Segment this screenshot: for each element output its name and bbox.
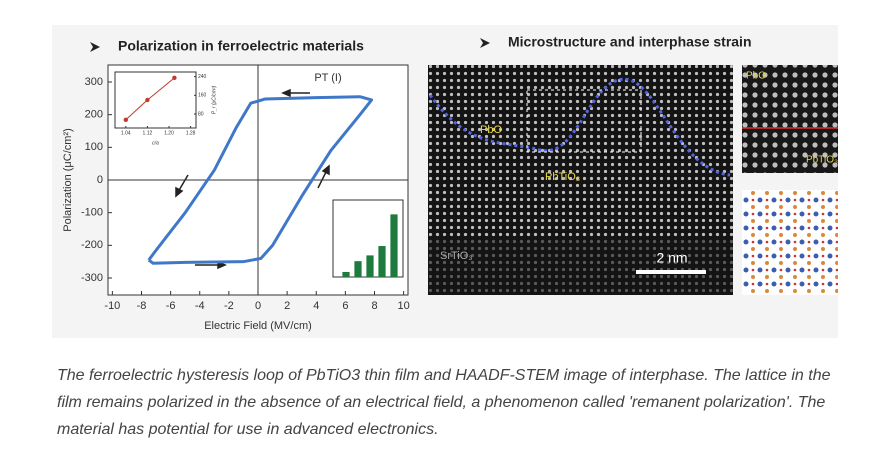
x-tick-label: 0	[255, 300, 261, 312]
x-tick-label: 1.20	[164, 130, 174, 136]
direction-arrows	[175, 88, 330, 270]
y-tick-label: 200	[85, 109, 103, 121]
bar	[390, 214, 398, 277]
stem-label: SrTiO₃	[440, 250, 473, 262]
caption: The ferroelectric hysteresis loop of PbT…	[57, 367, 831, 438]
y-tick-label: 160	[198, 93, 207, 99]
panel-title: Microstructure and interphase strain	[508, 34, 752, 50]
data-point	[172, 75, 177, 81]
figure: Polarization in ferroelectric materials …	[52, 25, 838, 338]
bullet	[90, 42, 100, 52]
x-tick-label: 8	[371, 300, 377, 312]
bar	[378, 246, 386, 277]
data-line	[147, 95, 374, 265]
scale-bar	[636, 270, 706, 274]
interface-line	[428, 77, 731, 177]
annotation: PT (I)	[314, 72, 341, 84]
y-tick-label: 80	[198, 111, 204, 117]
x-tick-label: 6	[342, 300, 348, 312]
bar	[354, 261, 362, 277]
x-tick-label: -6	[166, 300, 176, 312]
x-tick-label: -2	[224, 300, 234, 312]
x-tick-label: 4	[313, 300, 319, 312]
zoom-box	[526, 89, 642, 153]
chart-title: Polarization in ferroelectric materials	[118, 38, 364, 54]
y-tick-label: -200	[81, 239, 103, 251]
inset-label: PbTiO₃	[806, 155, 838, 166]
y-axis-label: P_r (μC/cm²)	[211, 85, 217, 114]
stem-substrate	[428, 240, 733, 295]
y-tick-label: -100	[81, 207, 103, 219]
y-tick-label: 240	[198, 74, 207, 80]
x-tick-label: -4	[195, 300, 205, 312]
data-point	[123, 117, 128, 123]
x-axis-label: Electric Field (MV/cm)	[204, 320, 312, 332]
x-tick-label: -10	[104, 300, 120, 312]
x-tick-label: 2	[284, 300, 290, 312]
y-tick-label: 0	[97, 174, 103, 186]
x-tick-label: 1.04	[121, 130, 131, 136]
bullet	[480, 38, 490, 48]
y-axis-label: Polarization (μC/cm²)	[62, 128, 74, 232]
y-tick-label: 100	[85, 141, 103, 153]
data-point	[145, 97, 150, 103]
bar	[342, 271, 350, 277]
stem-label: PbO	[480, 124, 502, 136]
y-tick-label: -300	[81, 272, 103, 284]
bar	[366, 255, 374, 277]
y-tick-label: 300	[85, 76, 103, 88]
atom-model-lattice	[742, 190, 838, 295]
x-tick-label: 1.12	[143, 130, 153, 136]
stem-label: PbTiO₃	[545, 171, 580, 183]
x-tick-label: 1.28	[186, 130, 196, 136]
x-tick-label: 10	[398, 300, 410, 312]
x-tick-label: -8	[137, 300, 147, 312]
inset-frame	[114, 71, 197, 129]
stem-inset-lattice	[742, 65, 838, 173]
scale-bar-label: 2 nm	[656, 250, 687, 266]
x-axis-label: c/a	[152, 140, 159, 146]
inset-label: PbO	[746, 71, 766, 82]
